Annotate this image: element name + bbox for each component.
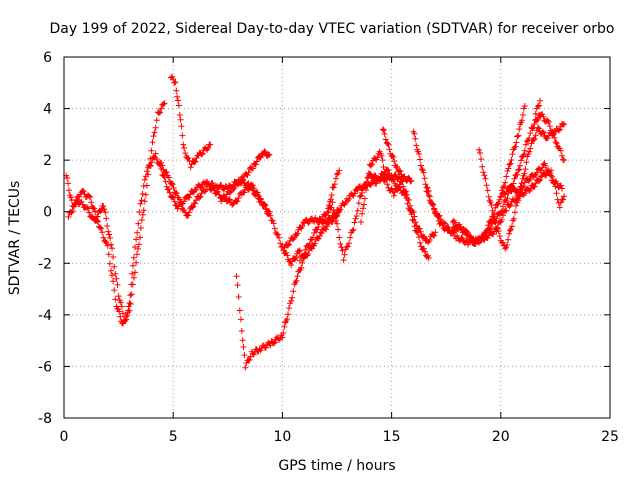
y-tick-label: 4 xyxy=(43,102,52,118)
series-sat-b xyxy=(63,100,168,327)
y-tick-label: -4 xyxy=(38,308,52,324)
x-tick-label: 15 xyxy=(383,429,401,445)
data-point-markers xyxy=(358,148,406,225)
y-tick-label: -2 xyxy=(38,256,52,272)
y-tick-label: -8 xyxy=(38,411,52,427)
y-tick-label: 6 xyxy=(43,50,52,66)
series-sat-c xyxy=(168,73,214,171)
data-point-markers xyxy=(379,126,415,185)
data-point-markers xyxy=(65,150,273,324)
series-sat-i xyxy=(325,167,343,215)
axis-ticks: 0 5 10 15 20 25 -8 -6 -4 -2 0 2 4 6 xyxy=(38,50,619,445)
x-tick-label: 5 xyxy=(169,429,178,445)
plot-frame xyxy=(63,56,611,419)
series-sat-f xyxy=(218,148,273,205)
data-point-markers xyxy=(449,167,568,247)
data-point-markers xyxy=(532,97,544,117)
series-sat-j xyxy=(358,148,406,225)
data-point-markers xyxy=(325,167,343,215)
data-point-markers xyxy=(497,103,528,200)
x-tick-label: 25 xyxy=(601,429,619,445)
data-marks xyxy=(63,73,568,371)
chart-title: Day 199 of 2022, Sidereal Day-to-day VTE… xyxy=(50,21,615,37)
data-point-markers xyxy=(168,73,214,171)
data-point-markers xyxy=(63,100,168,327)
x-tick-label: 20 xyxy=(492,429,510,445)
series-sat-a xyxy=(65,150,273,324)
series-sat-q xyxy=(532,97,544,117)
y-tick-label: -6 xyxy=(38,359,52,375)
y-axis-label: SDTVAR / TECUs xyxy=(7,181,23,296)
y-tick-label: 0 xyxy=(43,205,52,221)
y-tick-label: 2 xyxy=(43,153,52,169)
x-tick-label: 10 xyxy=(273,429,291,445)
x-tick-label: 0 xyxy=(60,429,69,445)
series-sat-o xyxy=(449,167,568,247)
series-sat-p xyxy=(497,103,528,200)
x-axis-label: GPS time / hours xyxy=(278,458,395,474)
data-point-markers xyxy=(218,148,273,205)
series-sat-k xyxy=(379,126,415,185)
